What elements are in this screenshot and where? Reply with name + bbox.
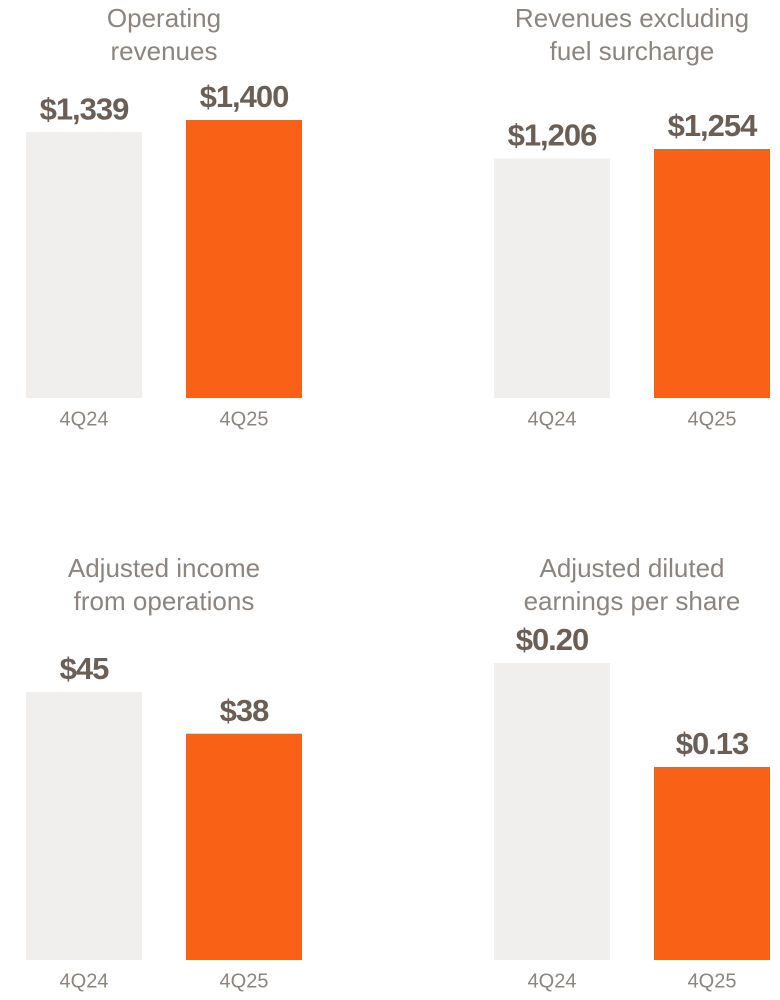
x-tick-label: 4Q25 [688,408,737,430]
chart-title: Adjusted income [68,553,260,583]
value-label: $0.13 [676,726,749,761]
x-tick-label: 4Q24 [528,970,577,992]
bar [26,692,142,960]
bar [186,733,302,960]
value-label: $38 [220,693,269,728]
bar [654,766,770,960]
chart-title: Operating [107,3,221,33]
bar [494,158,610,398]
value-label: $0.20 [516,622,589,657]
x-tick-label: 4Q24 [528,408,577,430]
value-label: $1,400 [200,79,289,114]
x-tick-label: 4Q24 [60,970,109,992]
chart-title: fuel surcharge [550,36,715,66]
value-label: $1,339 [40,91,130,126]
chart-title: Revenues excluding [515,3,749,33]
x-tick-label: 4Q25 [220,408,269,430]
bar [186,120,302,398]
value-label: $1,206 [508,118,598,153]
bar [26,132,142,398]
chart-title: from operations [74,586,255,616]
bar [494,663,610,960]
chart-title: revenues [111,36,218,66]
value-label: $1,254 [668,108,759,143]
x-tick-label: 4Q25 [220,970,269,992]
chart-title: Adjusted diluted [539,553,724,583]
bar [654,149,770,398]
x-tick-label: 4Q25 [688,970,737,992]
value-label: $45 [60,651,109,686]
x-tick-label: 4Q24 [60,408,109,430]
chart-title: earnings per share [524,586,741,616]
